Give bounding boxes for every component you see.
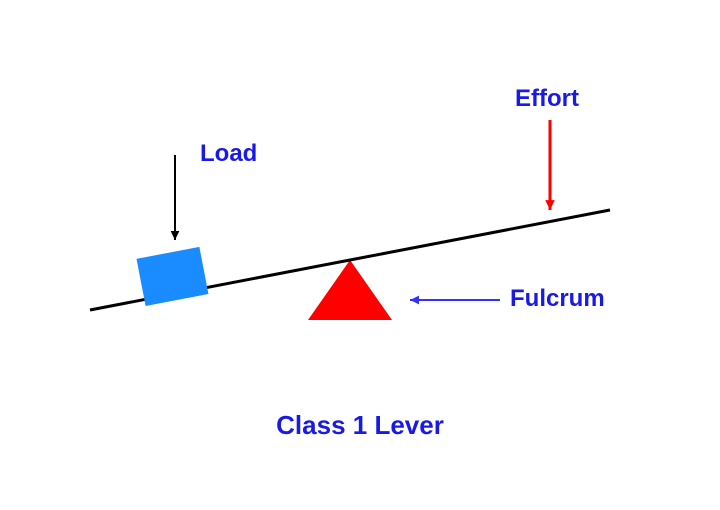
lever-diagram: Load Effort Fulcrum Class 1 Lever xyxy=(50,40,670,470)
effort-label: Effort xyxy=(515,85,579,113)
fulcrum-label: Fulcrum xyxy=(510,285,605,313)
load-label: Load xyxy=(200,140,257,168)
diagram-title: Class 1 Lever xyxy=(50,410,670,441)
